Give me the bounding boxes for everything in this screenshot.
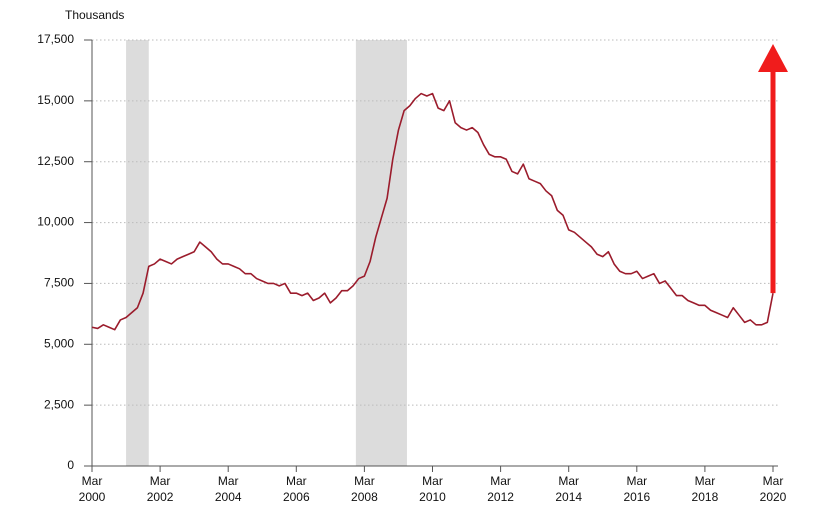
arrow-head [758, 44, 788, 72]
x-tick-label: Mar [218, 474, 239, 488]
x-tick-label: Mar [286, 474, 307, 488]
x-tick-label: 2004 [215, 490, 242, 504]
x-tick-label: 2012 [487, 490, 514, 504]
x-tick-label: 2020 [760, 490, 787, 504]
x-tick-label: Mar [150, 474, 171, 488]
recession-band [126, 40, 149, 466]
x-tick-label: 2002 [147, 490, 174, 504]
x-tick-label: 2010 [419, 490, 446, 504]
y-tick-label: 2,500 [44, 397, 74, 411]
x-tick-label: Mar [763, 474, 784, 488]
y-tick-label: 17,500 [37, 32, 74, 46]
x-tick-label: Mar [558, 474, 579, 488]
x-tick-label: Mar [695, 474, 716, 488]
y-axis-label: Thousands [65, 8, 124, 22]
x-tick-label: Mar [82, 474, 103, 488]
x-tick-label: 2018 [692, 490, 719, 504]
y-tick-label: 0 [67, 458, 74, 472]
x-tick-label: 2014 [555, 490, 582, 504]
y-tick-label: 12,500 [37, 154, 74, 168]
x-tick-label: Mar [354, 474, 375, 488]
x-tick-label: Mar [626, 474, 647, 488]
y-tick-label: 10,000 [37, 215, 74, 229]
x-tick-label: Mar [422, 474, 443, 488]
x-tick-label: 2000 [79, 490, 106, 504]
recession-band [355, 40, 407, 466]
y-tick-label: 7,500 [44, 276, 74, 290]
y-tick-label: 5,000 [44, 336, 74, 350]
y-tick-label: 15,000 [37, 93, 74, 107]
x-tick-label: 2006 [283, 490, 310, 504]
x-tick-label: 2016 [623, 490, 650, 504]
data-line [91, 92, 774, 331]
x-tick-label: Mar [490, 474, 511, 488]
x-tick-label: 2008 [351, 490, 378, 504]
